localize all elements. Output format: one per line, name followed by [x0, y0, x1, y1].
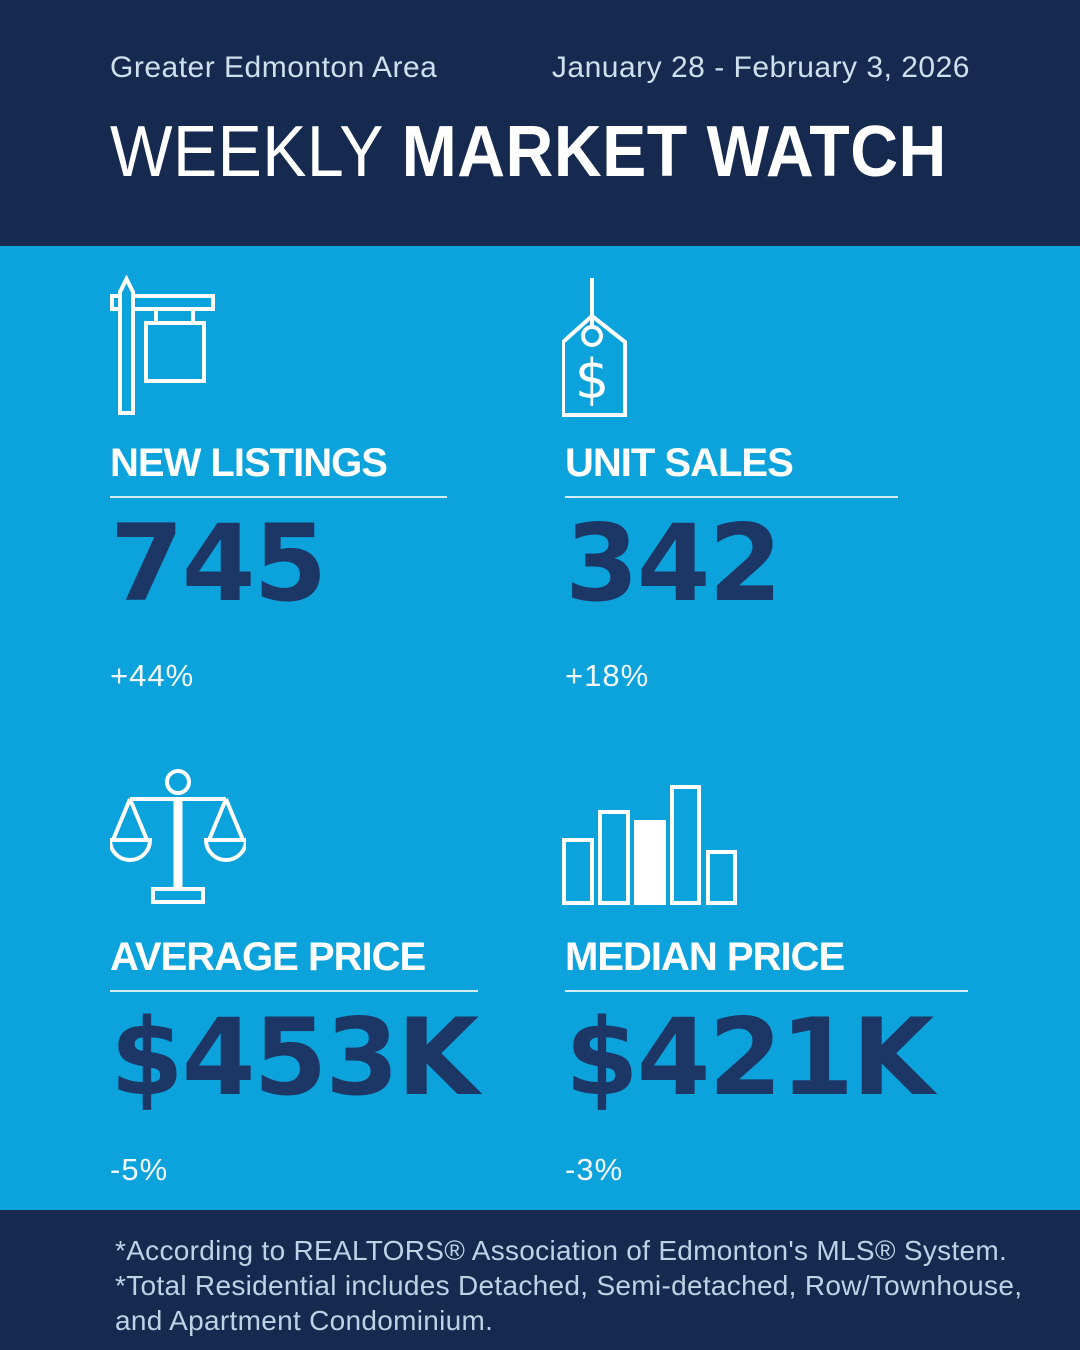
stat-value: $421K	[565, 996, 934, 1119]
svg-text:$: $	[575, 348, 609, 411]
disclaimer: *According to REALTORS® Association of E…	[115, 1233, 1022, 1338]
page-title-weekly: WEEKLY	[110, 112, 383, 192]
balance-scale-icon	[110, 768, 246, 904]
stat-value: 745	[110, 502, 327, 625]
stat-new-listings: NEW LISTINGS 745 +44%	[110, 246, 565, 740]
stats-grid: NEW LISTINGS 745 +44% $ UNIT SALES 342 +…	[110, 246, 1020, 1210]
divider	[110, 990, 478, 992]
page-title-market-watch: MARKET WATCH	[401, 112, 947, 192]
date-range: January 28 - February 3, 2026	[551, 51, 970, 84]
disclaimer-line: *According to REALTORS® Association of E…	[115, 1235, 1008, 1266]
stat-unit-sales: $ UNIT SALES 342 +18%	[562, 246, 1020, 740]
divider	[565, 990, 968, 992]
divider	[565, 496, 898, 498]
stat-value: 342	[565, 502, 782, 625]
stat-median-price: MEDIAN PRICE $421K -3%	[562, 740, 1020, 1210]
stat-label: AVERAGE PRICE	[110, 935, 426, 979]
header-meta-row: Greater Edmonton Area January 28 - Febru…	[110, 51, 970, 85]
stat-value: $453K	[110, 996, 479, 1119]
for-sale-sign-icon	[110, 270, 215, 415]
price-tag-icon: $	[562, 272, 632, 418]
bar-chart-icon	[562, 785, 737, 905]
stat-average-price: AVERAGE PRICE $453K -5%	[110, 740, 565, 1210]
stat-change: +44%	[110, 658, 195, 693]
header: Greater Edmonton Area January 28 - Febru…	[0, 0, 1080, 246]
disclaimer-line: and Apartment Condominium.	[115, 1305, 494, 1336]
stat-label: UNIT SALES	[565, 441, 794, 485]
disclaimer-line: *Total Residential includes Detached, Se…	[115, 1270, 1023, 1301]
divider	[110, 496, 447, 498]
page-title: WEEKLY MARKET WATCH	[110, 116, 947, 188]
stat-change: -3%	[565, 1152, 624, 1187]
stat-label: NEW LISTINGS	[110, 441, 388, 485]
stat-change: +18%	[565, 658, 650, 693]
stat-label: MEDIAN PRICE	[565, 935, 845, 979]
region-label: Greater Edmonton Area	[110, 51, 438, 84]
stat-change: -5%	[110, 1152, 169, 1187]
footer: *According to REALTORS® Association of E…	[0, 1210, 1080, 1350]
